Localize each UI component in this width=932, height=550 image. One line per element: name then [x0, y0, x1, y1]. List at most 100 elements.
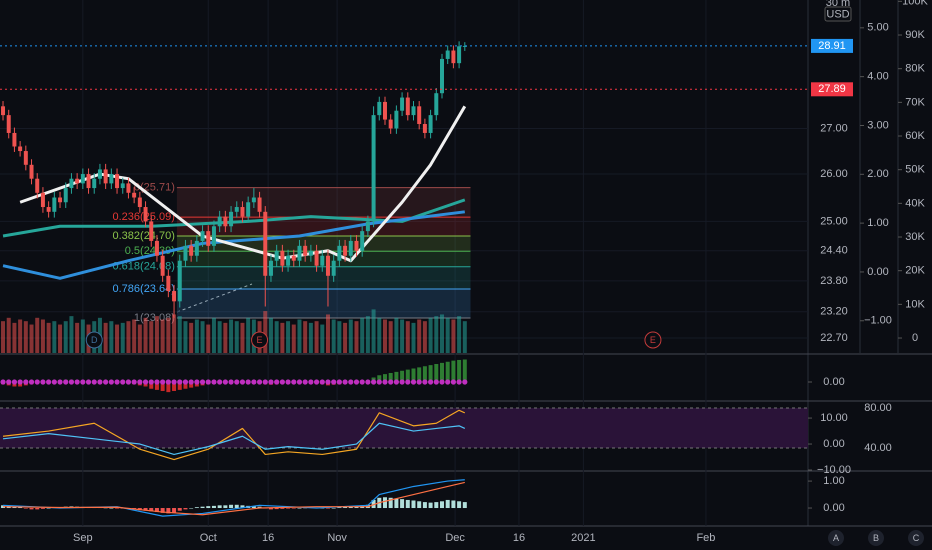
candle-body: [320, 255, 325, 266]
overlay-tick-label: −1.00: [864, 315, 892, 327]
zero-dot: [0, 379, 6, 385]
scale-button[interactable]: [908, 530, 924, 546]
volume-bar: [354, 321, 359, 353]
event-marker[interactable]: [644, 331, 662, 349]
volume-bar: [229, 319, 234, 353]
histogram-bar: [149, 508, 154, 512]
zero-dot: [211, 379, 217, 385]
zero-dot: [74, 379, 80, 385]
candle-body: [23, 151, 28, 165]
histogram-bar: [411, 500, 416, 509]
histogram-bar: [240, 505, 245, 509]
interval: 30 m: [826, 0, 850, 9]
currency-box[interactable]: [824, 6, 852, 22]
volume-bar: [405, 321, 410, 353]
candle-body: [92, 178, 97, 189]
event-label[interactable]: E: [650, 335, 656, 345]
zero-dot: [370, 379, 377, 385]
event-marker[interactable]: [251, 331, 269, 349]
histogram-bar: [200, 506, 205, 509]
candle-body: [405, 97, 410, 116]
volume-bar: [462, 321, 467, 353]
x-tick-label: 16: [262, 532, 274, 544]
histogram-bar: [382, 497, 387, 509]
volume-bar: [63, 321, 68, 353]
candle-body: [183, 245, 188, 261]
candle-body: [137, 197, 142, 208]
histogram-bar: [297, 508, 302, 509]
y2-tick-label: 40.00: [864, 442, 892, 454]
volume-bar: [240, 322, 245, 353]
volume-bar: [286, 321, 291, 353]
histogram-bar: [417, 367, 422, 382]
scale-button-label[interactable]: B: [873, 533, 879, 543]
zero-dot: [120, 379, 126, 385]
zero-dot: [393, 379, 399, 385]
event-label[interactable]: E: [257, 335, 263, 345]
candle-body: [286, 255, 291, 266]
histogram-bar: [434, 364, 439, 382]
histogram-bar: [445, 499, 450, 509]
currency[interactable]: USD: [826, 8, 849, 20]
volume-bar: [320, 324, 325, 353]
indicator-line: [2, 409, 466, 461]
zero-dot: [251, 379, 257, 385]
y2-tick-label: 80.00: [864, 402, 892, 414]
candle-body: [29, 164, 34, 179]
candle-body: [132, 192, 137, 198]
candle-body: [80, 174, 85, 184]
candle-body: [46, 207, 51, 212]
volume-bar: [434, 316, 439, 353]
volume-bar: [40, 319, 45, 353]
histogram-bar: [109, 508, 114, 509]
candle-body: [274, 250, 279, 261]
y-tick-label: 25.00: [820, 215, 848, 227]
zero-dot: [439, 379, 445, 385]
zero-dot: [331, 379, 337, 385]
zero-dot: [177, 379, 183, 385]
candle-body: [246, 202, 251, 217]
histogram-bar: [172, 508, 177, 513]
zero-dot: [313, 379, 320, 385]
candle-body: [234, 207, 239, 212]
zero-dot: [399, 379, 405, 385]
volume-bar: [12, 322, 17, 353]
scale-button[interactable]: [828, 530, 844, 546]
candle-body: [343, 245, 348, 256]
zero-dot: [433, 379, 439, 385]
x-tick-label: Feb: [696, 532, 715, 544]
zero-dot: [125, 379, 132, 385]
volume-tick-label: 80K: [905, 63, 925, 75]
histogram-bar: [405, 369, 410, 382]
volume-bar: [166, 317, 171, 353]
event-label[interactable]: D: [91, 335, 98, 345]
zero-dot: [388, 379, 394, 385]
candle-body: [69, 178, 74, 189]
zero-dot: [410, 379, 417, 385]
volume-tick-label: 50K: [905, 164, 925, 176]
event-marker[interactable]: [85, 331, 103, 349]
volume-tick-label: 70K: [905, 96, 925, 108]
zero-dot: [336, 379, 342, 385]
candle-body: [411, 106, 416, 116]
histogram-bar: [411, 368, 416, 382]
overlay-tick-label: 5.00: [867, 22, 888, 34]
y-tick-label: 0.00: [823, 502, 844, 514]
histogram-bar: [337, 507, 342, 509]
volume-bar: [154, 316, 159, 353]
candle-body: [457, 46, 462, 64]
volume-bar: [109, 321, 114, 353]
histogram-bar: [223, 505, 228, 509]
histogram-bar: [388, 373, 393, 382]
histogram-bar: [268, 508, 273, 510]
histogram-bar: [382, 374, 387, 382]
zero-dot: [40, 379, 46, 385]
zero-dot: [217, 379, 223, 385]
volume-bar: [360, 317, 365, 353]
candle-body: [109, 174, 114, 184]
scale-button-label[interactable]: A: [833, 533, 839, 543]
zero-dot: [103, 379, 109, 385]
scale-button-label[interactable]: C: [913, 533, 920, 543]
histogram-bar: [394, 371, 399, 382]
scale-button[interactable]: [868, 530, 884, 546]
